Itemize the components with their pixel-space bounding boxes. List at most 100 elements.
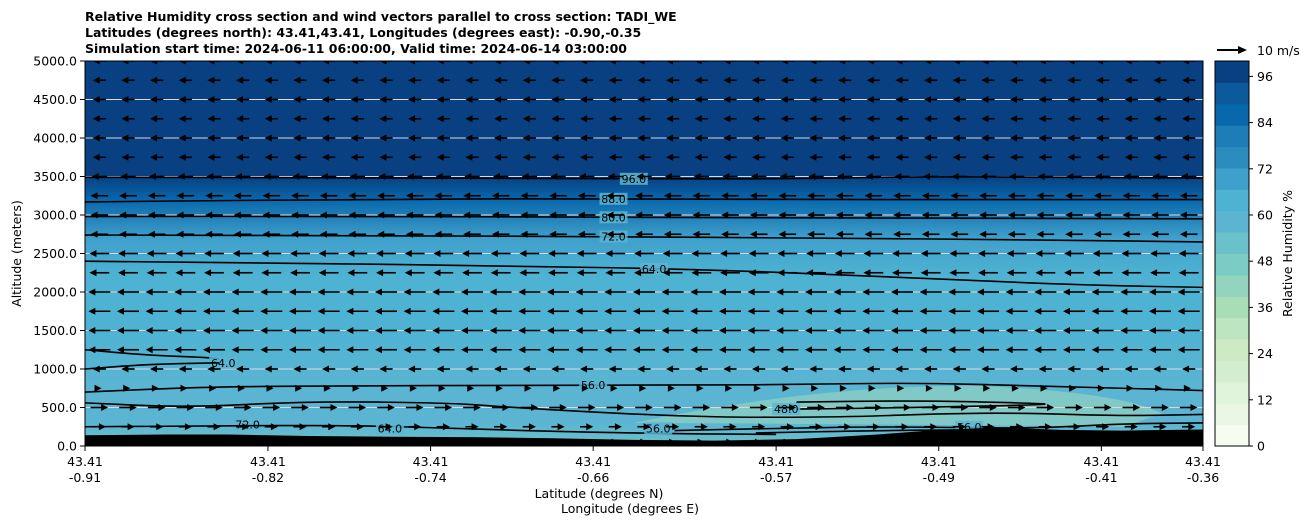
wind-arrow xyxy=(176,230,195,238)
wind-arrow xyxy=(977,346,999,354)
wind-arrow xyxy=(950,192,969,200)
wind-arrow xyxy=(839,384,847,392)
wind-arrow xyxy=(92,365,106,373)
wind-arrow xyxy=(518,327,541,334)
wind-arrow xyxy=(661,307,684,315)
wind-arrow xyxy=(979,230,997,238)
wind-arrow xyxy=(752,365,766,373)
y-tick-label: 3000.0 xyxy=(33,208,77,223)
wind-arrow xyxy=(1149,288,1171,296)
wind-arrow xyxy=(575,346,598,354)
wind-arrow xyxy=(464,173,480,180)
wind-arrow xyxy=(522,115,536,123)
wind-arrow xyxy=(1153,61,1167,65)
wind-arrow xyxy=(1178,250,1199,257)
wind-arrow xyxy=(606,230,625,238)
wind-arrow xyxy=(461,288,483,296)
wind-arrow xyxy=(379,76,393,84)
wind-arrow xyxy=(264,115,278,123)
wind-arrow xyxy=(924,153,938,161)
wind-arrow xyxy=(776,327,799,334)
wind-arrow xyxy=(1096,134,1110,142)
wind-arrow xyxy=(522,76,536,84)
wind-arrow xyxy=(778,211,797,219)
wind-arrow xyxy=(350,115,364,123)
wind-arrow xyxy=(205,230,223,238)
colorbar-swatch xyxy=(1215,61,1249,83)
wind-arrow xyxy=(522,134,536,142)
wind-arrow xyxy=(1036,211,1055,219)
wind-arrow xyxy=(1124,153,1138,161)
wind-arrow xyxy=(637,115,651,123)
wind-arrow xyxy=(723,423,737,431)
wind-arrow xyxy=(549,192,567,200)
wind-arrow xyxy=(207,134,221,142)
wind-arrow xyxy=(118,250,138,257)
wind-arrow xyxy=(1005,307,1028,315)
wind-arrow xyxy=(1182,153,1196,161)
wind-arrow xyxy=(666,115,680,123)
wind-arrow xyxy=(1149,346,1171,354)
wind-arrow xyxy=(549,211,567,219)
wind-arrow xyxy=(438,384,446,392)
x-tick-label-lon: -0.66 xyxy=(577,470,609,485)
wind-arrow xyxy=(777,250,798,257)
wind-arrow xyxy=(692,192,711,200)
wind-arrow xyxy=(1010,115,1024,123)
wind-arrow xyxy=(150,423,164,431)
wind-arrow xyxy=(1038,423,1052,431)
wind-arrow xyxy=(150,96,164,103)
wind-arrow xyxy=(1064,269,1084,277)
wind-arrow xyxy=(551,115,565,123)
wind-arrow xyxy=(950,404,969,411)
wind-arrow xyxy=(919,327,942,334)
wind-arrow xyxy=(548,269,568,277)
x-tick-label-lat: 43.41 xyxy=(1083,454,1119,469)
wind-arrow xyxy=(203,327,225,334)
colorbar-swatch xyxy=(1215,146,1249,169)
x-tick-label-lat: 43.41 xyxy=(758,454,794,469)
y-axis-label: Altitude (meters) xyxy=(9,200,24,307)
wind-arrow xyxy=(1063,327,1085,334)
wind-arrow xyxy=(604,346,627,354)
wind-arrow xyxy=(88,327,111,334)
wind-arrow xyxy=(691,269,712,277)
wind-arrow xyxy=(1005,327,1028,334)
wind-arrow xyxy=(205,404,223,411)
wind-arrow xyxy=(1005,346,1028,354)
wind-arrow xyxy=(805,288,827,296)
wind-arrow xyxy=(636,173,652,180)
colorbar-tick-label: 12 xyxy=(1257,392,1273,407)
wind-arrow xyxy=(1124,96,1138,103)
wind-arrow xyxy=(637,76,651,84)
wind-arrow xyxy=(403,288,426,296)
x-axis: 43.41-0.9143.41-0.8243.41-0.7443.41-0.66… xyxy=(67,446,1221,485)
wind-arrow xyxy=(350,76,364,84)
wind-arrow xyxy=(694,96,708,103)
wind-arrow xyxy=(1038,61,1052,65)
wind-arrow xyxy=(145,307,168,315)
y-tick-label: 2000.0 xyxy=(33,285,77,300)
wind-arrow xyxy=(1151,230,1169,238)
wind-arrow xyxy=(1182,134,1196,142)
wind-arrow xyxy=(436,423,450,431)
y-tick-label: 4500.0 xyxy=(33,92,77,107)
wind-arrow xyxy=(1150,269,1170,277)
wind-arrow xyxy=(1096,423,1110,431)
wind-arrow xyxy=(1096,96,1110,103)
wind-arrow xyxy=(1096,365,1110,373)
wind-arrow xyxy=(924,423,938,431)
wind-arrow xyxy=(1092,269,1113,277)
wind-arrow xyxy=(666,134,680,142)
y-tick-label: 500.0 xyxy=(41,400,77,415)
wind-arrow xyxy=(748,269,769,277)
wind-arrow xyxy=(522,96,536,103)
wind-arrow xyxy=(548,250,568,257)
wind-arrow xyxy=(434,230,453,238)
wind-arrow xyxy=(150,134,164,142)
colorbar-swatch xyxy=(1215,403,1249,426)
colorbar-swatch xyxy=(1215,167,1249,190)
colorbar-swatch xyxy=(1215,210,1249,233)
wind-arrow xyxy=(692,404,711,411)
wind-arrow xyxy=(378,173,394,180)
